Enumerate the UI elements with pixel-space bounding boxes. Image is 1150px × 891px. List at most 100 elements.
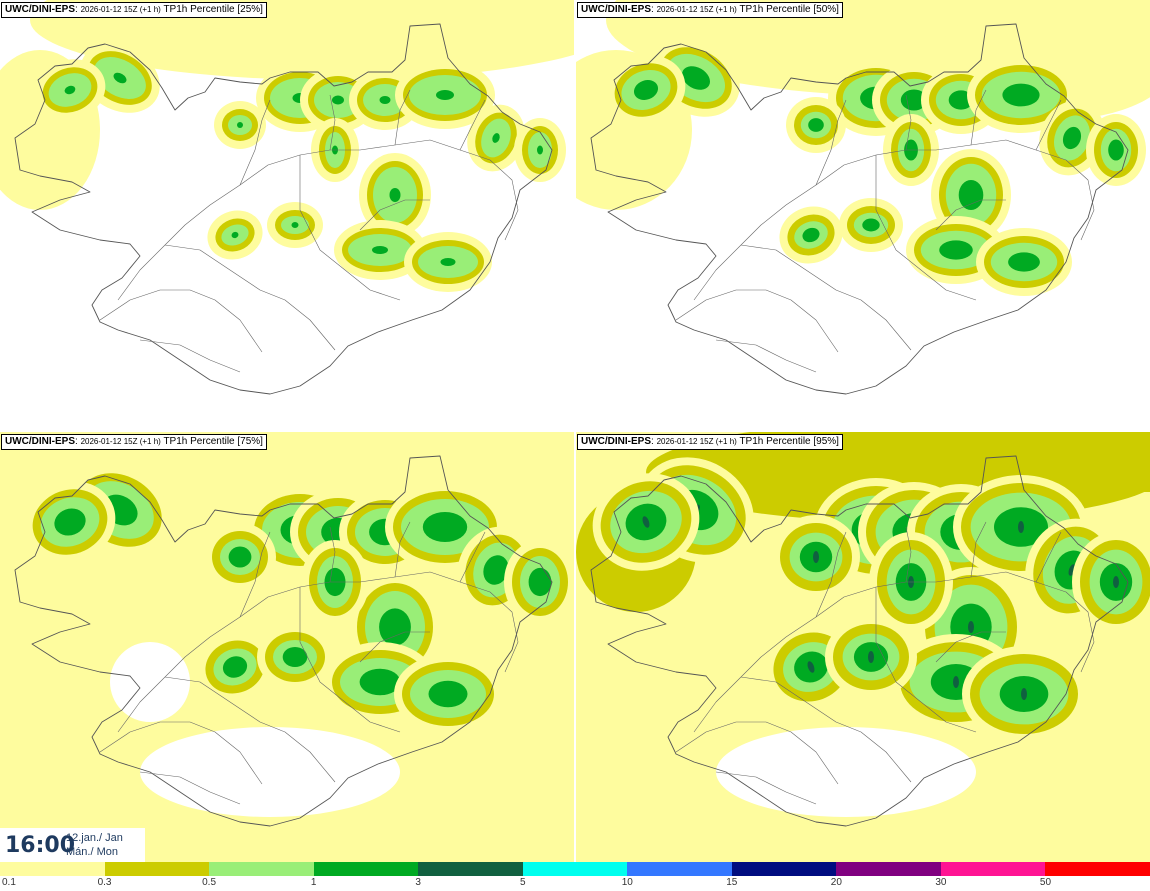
precip-area bbox=[968, 621, 974, 633]
road-line bbox=[164, 676, 336, 783]
precip-area bbox=[807, 661, 815, 673]
road-line bbox=[299, 155, 401, 301]
road-line bbox=[1035, 531, 1062, 583]
coastline bbox=[590, 455, 1129, 827]
road-line bbox=[970, 89, 987, 146]
precip-layer bbox=[0, 0, 574, 360]
colorbar-label: 10 bbox=[621, 877, 633, 888]
precip-area bbox=[440, 258, 456, 266]
road-line bbox=[99, 721, 263, 785]
map-panel-p50: UWC/DINI-EPS: 2026-01-12 15Z (+1 h) TP1h… bbox=[576, 0, 1150, 430]
road-line bbox=[239, 531, 271, 618]
valid-time-box: 16:00 12.jan./ Jan Mán./ Mon bbox=[0, 828, 145, 862]
run-time: 2026-01-12 15Z (+1 h) bbox=[80, 437, 161, 446]
colorbar-segment bbox=[418, 862, 523, 876]
road-line bbox=[715, 339, 817, 373]
road-line bbox=[815, 99, 847, 186]
coastline bbox=[14, 455, 553, 827]
precip-area bbox=[291, 222, 299, 228]
road-line bbox=[740, 244, 912, 351]
precip-area bbox=[422, 512, 468, 542]
colorbar bbox=[0, 862, 1150, 876]
precip-area bbox=[379, 96, 391, 104]
precip-area bbox=[900, 89, 928, 111]
precip-area bbox=[716, 727, 976, 817]
title-separator: : bbox=[75, 4, 78, 15]
road-line bbox=[164, 244, 336, 351]
road-line bbox=[394, 89, 411, 146]
title-separator: : bbox=[651, 436, 654, 447]
colorbar-label: 50 bbox=[1039, 877, 1052, 888]
precip-area bbox=[54, 508, 86, 536]
colorbar-label: 20 bbox=[830, 877, 842, 888]
precip-area bbox=[64, 85, 76, 95]
valid-date: 12.jan./ Jan Mán./ Mon bbox=[66, 831, 123, 859]
precip-area bbox=[332, 95, 344, 105]
road-line bbox=[1035, 99, 1062, 151]
road-line bbox=[715, 771, 817, 805]
coastline bbox=[14, 23, 553, 395]
map-panel-p25: UWC/DINI-EPS: 2026-01-12 15Z (+1 h) TP1h… bbox=[0, 0, 574, 430]
colorbar-label: 15 bbox=[726, 877, 738, 888]
colorbar-segment bbox=[522, 862, 628, 876]
precip-area bbox=[1046, 432, 1150, 492]
precip-area bbox=[379, 608, 411, 646]
precip-area bbox=[359, 668, 401, 696]
title-separator: : bbox=[651, 4, 654, 15]
road-line bbox=[905, 94, 912, 151]
precip-area bbox=[428, 680, 468, 708]
model-name: UWC/DINI-EPS bbox=[581, 436, 651, 447]
precip-area bbox=[1002, 83, 1040, 107]
road-line bbox=[815, 531, 847, 618]
precip-area bbox=[1021, 688, 1027, 700]
colorbar-segment bbox=[627, 862, 732, 876]
road-line bbox=[459, 99, 486, 151]
colorbar-segment bbox=[940, 862, 1046, 876]
precip-area bbox=[140, 727, 400, 817]
precip-area bbox=[1062, 126, 1082, 150]
precip-layer bbox=[0, 432, 574, 862]
precip-area bbox=[237, 122, 243, 128]
model-name: UWC/DINI-EPS bbox=[5, 4, 75, 15]
precip-area bbox=[231, 231, 239, 239]
precip-area bbox=[813, 551, 819, 563]
precip-area bbox=[389, 188, 401, 202]
precip-area bbox=[802, 227, 820, 243]
precip-area bbox=[1018, 521, 1024, 533]
map-panel-p95: UWC/DINI-EPS: 2026-01-12 15Z (+1 h) TP1h… bbox=[576, 432, 1150, 862]
colorbar-segment bbox=[731, 862, 837, 876]
precip-area bbox=[808, 118, 824, 132]
road-line bbox=[299, 587, 401, 733]
road-line bbox=[359, 631, 430, 663]
precip-area bbox=[222, 656, 248, 678]
map-panel-p75: UWC/DINI-EPS: 2026-01-12 15Z (+1 h) TP1h… bbox=[0, 432, 574, 862]
precip-area bbox=[372, 246, 388, 254]
precip-map bbox=[576, 0, 1150, 395]
panel-title: UWC/DINI-EPS: 2026-01-12 15Z (+1 h) TP1h… bbox=[1, 2, 267, 18]
precip-area bbox=[642, 516, 650, 528]
road-line bbox=[875, 587, 977, 733]
precip-area bbox=[633, 80, 659, 100]
road-line bbox=[329, 94, 336, 151]
precip-map bbox=[576, 432, 1150, 862]
road-line bbox=[935, 631, 1006, 663]
colorbar-labels: 0.1 0.3 0.5 1 3 5 10 15 20 30 50 bbox=[0, 876, 1150, 891]
precip-area bbox=[537, 145, 543, 155]
road-line bbox=[970, 521, 987, 578]
precip-area bbox=[1008, 252, 1040, 272]
precip-area bbox=[528, 567, 552, 597]
model-name: UWC/DINI-EPS bbox=[5, 436, 75, 447]
colorbar-segment bbox=[209, 862, 314, 876]
precip-area bbox=[483, 555, 509, 585]
precip-map bbox=[0, 0, 574, 395]
road-line bbox=[675, 289, 839, 353]
panel-separator bbox=[574, 0, 576, 862]
precip-area bbox=[953, 676, 959, 688]
road-line bbox=[359, 199, 430, 231]
colorbar-segment bbox=[104, 862, 210, 876]
precip-area bbox=[30, 0, 574, 80]
precip-map bbox=[0, 432, 574, 862]
precip-area bbox=[1108, 139, 1124, 161]
precip-area bbox=[1113, 576, 1119, 588]
panel-title: UWC/DINI-EPS: 2026-01-12 15Z (+1 h) TP1h… bbox=[577, 2, 843, 18]
